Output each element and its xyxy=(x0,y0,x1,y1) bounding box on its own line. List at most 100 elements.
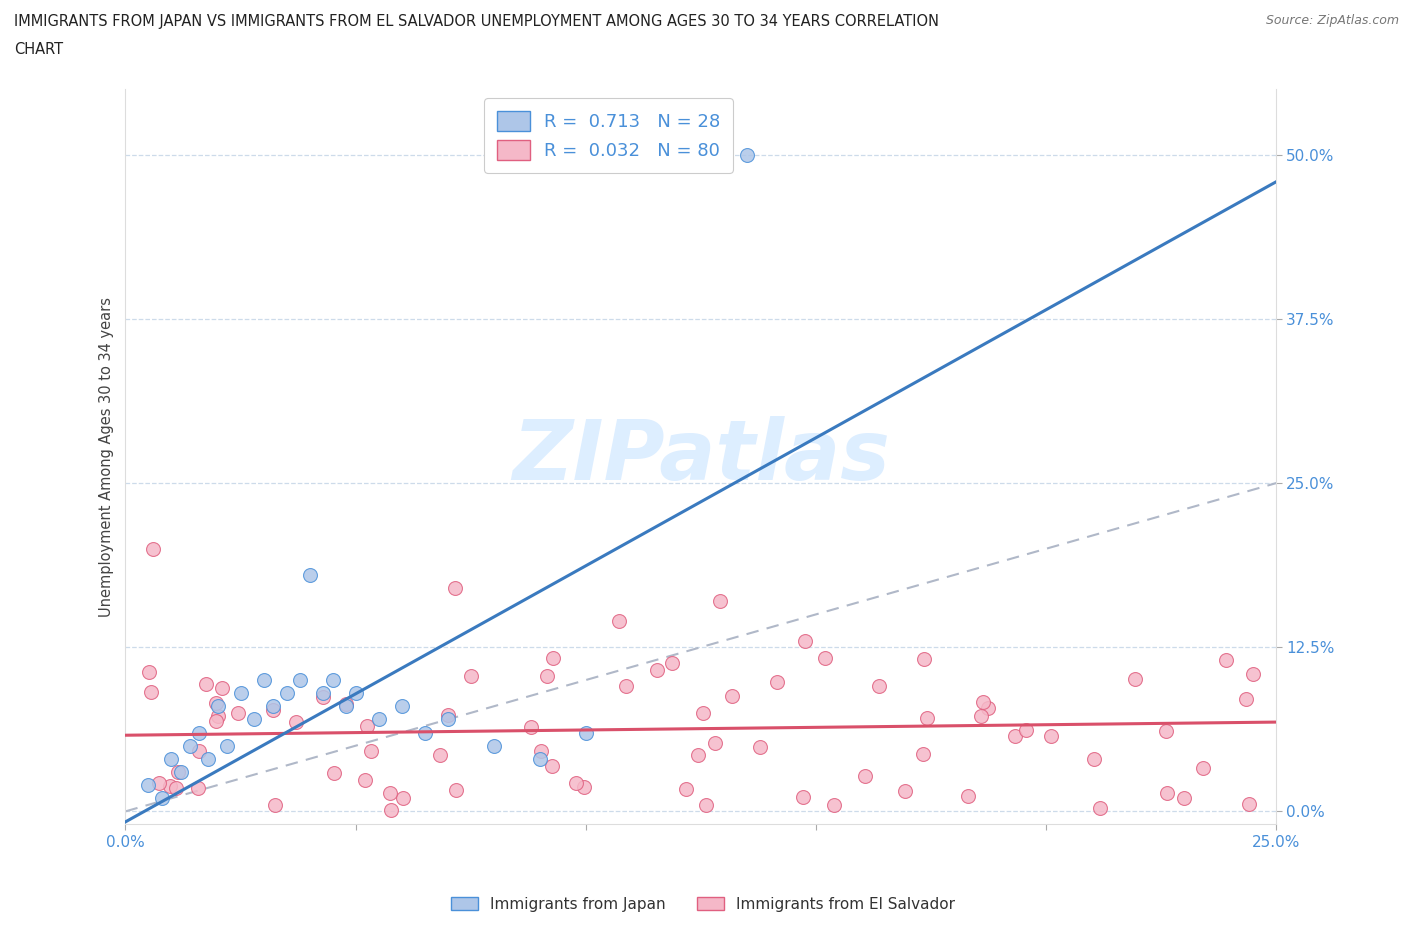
Point xyxy=(574,779,596,794)
Point xyxy=(138,664,160,679)
Point xyxy=(139,684,162,699)
Point xyxy=(1088,800,1111,815)
Point xyxy=(695,797,717,812)
Point xyxy=(1236,692,1258,707)
Point xyxy=(207,709,229,724)
Point xyxy=(380,803,402,817)
Point xyxy=(211,681,233,696)
Point xyxy=(894,784,917,799)
Legend: R =  0.713   N = 28, R =  0.032   N = 80: R = 0.713 N = 28, R = 0.032 N = 80 xyxy=(485,99,733,172)
Point xyxy=(262,699,284,714)
Point xyxy=(285,714,308,729)
Legend: Immigrants from Japan, Immigrants from El Salvador: Immigrants from Japan, Immigrants from E… xyxy=(444,890,962,918)
Point xyxy=(391,790,413,805)
Point xyxy=(1154,724,1177,738)
Point xyxy=(323,765,346,780)
Text: CHART: CHART xyxy=(14,42,63,57)
Point xyxy=(1004,728,1026,743)
Point xyxy=(1215,653,1237,668)
Point xyxy=(970,709,993,724)
Text: Source: ZipAtlas.com: Source: ZipAtlas.com xyxy=(1265,14,1399,27)
Point xyxy=(335,697,357,711)
Point xyxy=(142,541,165,556)
Point xyxy=(692,705,714,720)
Point xyxy=(614,679,637,694)
Point xyxy=(197,751,219,766)
Point xyxy=(1241,667,1264,682)
Point xyxy=(391,699,413,714)
Point xyxy=(541,759,564,774)
Point xyxy=(766,675,789,690)
Point xyxy=(264,797,287,812)
Point xyxy=(1156,785,1178,800)
Point xyxy=(356,719,378,734)
Point xyxy=(367,712,389,727)
Point xyxy=(312,690,335,705)
Point xyxy=(188,743,211,758)
Point xyxy=(429,747,451,762)
Point xyxy=(322,672,344,687)
Point xyxy=(262,702,284,717)
Point xyxy=(661,656,683,671)
Point xyxy=(541,651,564,666)
Y-axis label: Unemployment Among Ages 30 to 34 years: Unemployment Among Ages 30 to 34 years xyxy=(100,297,114,617)
Point xyxy=(645,663,668,678)
Point xyxy=(709,594,731,609)
Point xyxy=(749,739,772,754)
Point xyxy=(437,708,460,723)
Point xyxy=(1015,723,1038,737)
Point xyxy=(312,685,335,700)
Point xyxy=(187,780,209,795)
Point xyxy=(205,696,228,711)
Point xyxy=(957,789,980,804)
Point xyxy=(607,614,630,629)
Point xyxy=(1192,761,1215,776)
Point xyxy=(436,712,458,727)
Point xyxy=(360,743,382,758)
Point xyxy=(207,699,229,714)
Point xyxy=(868,679,890,694)
Point xyxy=(252,672,274,687)
Point xyxy=(165,781,187,796)
Point xyxy=(735,148,758,163)
Point xyxy=(1173,790,1195,805)
Point xyxy=(159,778,181,793)
Point xyxy=(298,567,321,582)
Point xyxy=(972,695,994,710)
Point xyxy=(912,652,935,667)
Point xyxy=(226,705,249,720)
Point xyxy=(444,783,467,798)
Point xyxy=(150,790,173,805)
Point xyxy=(482,738,505,753)
Point xyxy=(215,738,238,753)
Point xyxy=(460,669,482,684)
Point xyxy=(194,676,217,691)
Point xyxy=(1237,796,1260,811)
Point xyxy=(675,781,697,796)
Point xyxy=(855,769,877,784)
Point xyxy=(229,685,252,700)
Point xyxy=(179,738,201,753)
Point xyxy=(686,748,709,763)
Point xyxy=(529,751,551,766)
Point xyxy=(148,776,170,790)
Point xyxy=(204,713,226,728)
Point xyxy=(276,685,298,700)
Text: ZIPatlas: ZIPatlas xyxy=(512,417,890,498)
Point xyxy=(1123,672,1146,687)
Point xyxy=(188,725,211,740)
Point xyxy=(703,736,725,751)
Point xyxy=(167,764,190,779)
Point xyxy=(575,725,598,740)
Point xyxy=(519,720,541,735)
Point xyxy=(443,580,465,595)
Point xyxy=(413,725,436,740)
Point xyxy=(160,751,183,766)
Point xyxy=(977,701,1000,716)
Point xyxy=(917,711,939,725)
Point xyxy=(290,672,312,687)
Point xyxy=(794,633,817,648)
Point xyxy=(344,685,367,700)
Point xyxy=(138,777,160,792)
Point xyxy=(792,790,814,804)
